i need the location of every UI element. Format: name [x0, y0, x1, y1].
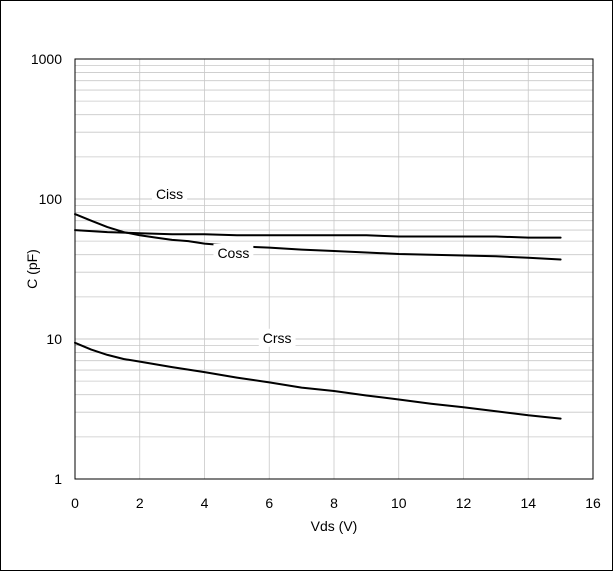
series-label-background [213, 243, 254, 262]
y-tick-label: 1000 [31, 51, 62, 67]
grid [75, 59, 593, 479]
x-tick-label: 4 [201, 495, 209, 511]
x-tick-label: 12 [456, 495, 472, 511]
plot-area [74, 58, 594, 480]
x-axis-ticks: 0 2 4 6 8 10 12 14 16 [71, 495, 601, 511]
series-label-crss: Crss [263, 330, 292, 346]
series-label-background [258, 328, 296, 347]
series-line-ciss [74, 229, 562, 239]
x-tick-label: 6 [265, 495, 273, 511]
y-axis-ticks: 1 10 100 1000 [31, 51, 62, 487]
series-labels: Ciss Coss Crss [151, 185, 296, 347]
y-tick-label: 1 [54, 471, 62, 487]
x-axis-title: Vds (V) [311, 518, 358, 534]
y-tick-label: 100 [39, 191, 63, 207]
series-label-coss: Coss [217, 245, 249, 261]
x-tick-label: 16 [585, 495, 601, 511]
series-line-crss [74, 341, 562, 420]
y-axis-title: C (pF) [24, 249, 40, 289]
x-tick-label: 10 [391, 495, 407, 511]
x-tick-label: 2 [136, 495, 144, 511]
x-tick-label: 0 [71, 495, 79, 511]
series-label-background [151, 185, 188, 203]
x-tick-label: 8 [330, 495, 338, 511]
y-tick-label: 10 [46, 331, 62, 347]
series-label-ciss: Ciss [156, 186, 183, 202]
x-tick-label: 14 [520, 495, 536, 511]
series-lines [74, 213, 562, 420]
